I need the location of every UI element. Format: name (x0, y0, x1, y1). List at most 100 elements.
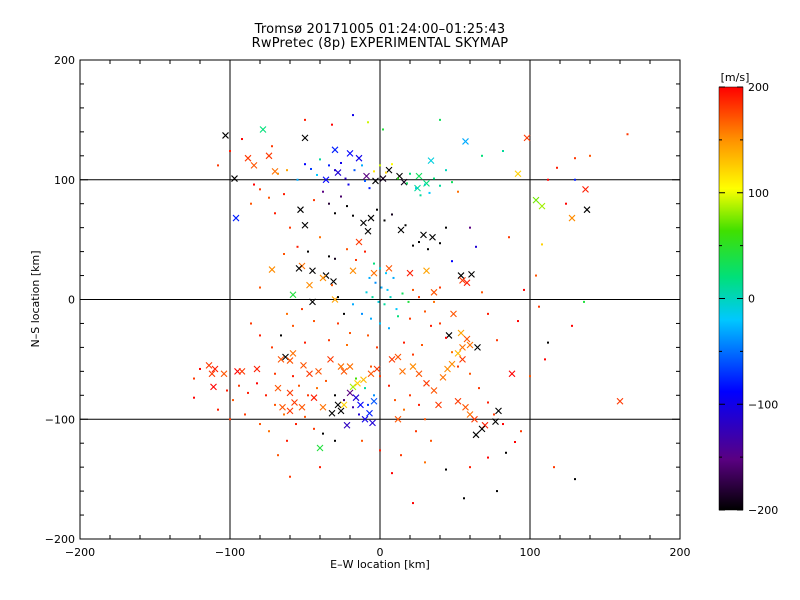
data-point-dot (307, 394, 309, 397)
data-point-dot (334, 169, 336, 172)
data-point-cross (244, 154, 252, 162)
data-point-dot (430, 324, 432, 327)
data-point-dot (367, 403, 369, 406)
data-point-dot (496, 339, 498, 342)
data-point-dot (407, 300, 410, 303)
data-point-cross (397, 226, 405, 234)
data-point-cross (363, 172, 370, 180)
data-point-cross (352, 394, 360, 402)
data-point-dot (469, 226, 471, 229)
data-point-dot (352, 114, 354, 117)
data-point-dot (334, 394, 336, 397)
data-point-dot (283, 193, 285, 196)
data-point-cross (367, 214, 375, 222)
data-point-dot (277, 172, 279, 175)
data-point-cross (211, 365, 219, 373)
data-point-dot (412, 288, 414, 291)
data-point-cross (357, 401, 364, 409)
data-point-dot (352, 303, 354, 306)
data-point-cross (232, 214, 240, 222)
data-point-dot (523, 288, 525, 291)
data-point-dot (389, 296, 392, 299)
data-point-cross (354, 379, 361, 387)
data-point-dot (565, 202, 567, 205)
data-point-dot (334, 439, 336, 442)
data-point-cross (448, 360, 456, 368)
data-point-dot (445, 468, 447, 471)
data-point-cross (474, 344, 481, 351)
data-point-dot (274, 403, 276, 406)
data-point-cross (463, 335, 471, 343)
data-point-dot (259, 334, 261, 337)
chart-subtitle: RwPretec (8p) EXPERIMENTAL SKYMAP (251, 36, 509, 51)
data-point-cross (306, 281, 313, 289)
data-point-cross (454, 349, 462, 357)
data-point-cross (360, 219, 367, 227)
data-point-dot (328, 202, 330, 205)
data-point-dot (280, 334, 282, 337)
data-point-cross (429, 233, 436, 241)
data-point-cross (471, 415, 478, 423)
data-point-cross (385, 264, 393, 272)
x-tick-label: −100 (215, 546, 245, 559)
data-point-dot (238, 384, 240, 387)
data-point-dot (412, 502, 414, 505)
data-point-dot (487, 456, 489, 459)
data-point-dot (328, 339, 330, 342)
data-point-dot (385, 272, 387, 275)
data-point-dot (520, 430, 522, 433)
data-point-dot (397, 315, 399, 318)
data-point-cross (414, 184, 421, 192)
data-point-dot (286, 439, 288, 442)
data-point-dot (259, 423, 261, 426)
data-point-cross (360, 376, 367, 384)
data-point-cross (282, 353, 289, 361)
data-point-dot (373, 170, 375, 173)
data-point-cross (301, 221, 309, 229)
data-point-dot (376, 208, 378, 211)
data-point-dot (250, 202, 252, 205)
data-point-cross (295, 264, 303, 272)
data-point-cross (306, 370, 313, 378)
y-tick-label: 100 (54, 174, 75, 187)
data-point-dot (418, 296, 420, 299)
y-tick-label: −200 (45, 533, 75, 546)
data-point-dot (304, 163, 306, 166)
data-point-cross (394, 353, 402, 361)
data-point-dot (373, 394, 375, 397)
data-point-dot (377, 300, 380, 303)
data-point-dot (424, 418, 426, 421)
data-point-dot (401, 292, 404, 295)
data-point-dot (547, 341, 549, 344)
data-point-dot (419, 194, 422, 197)
data-point-cross (331, 146, 339, 154)
data-point-cross (328, 409, 336, 417)
data-point-dot (505, 451, 507, 454)
data-point-cross (582, 185, 589, 193)
data-point-dot (373, 262, 375, 265)
data-point-dot (535, 274, 537, 277)
data-point-dot (370, 317, 372, 320)
data-point-dot (457, 365, 459, 368)
data-point-dot (541, 243, 543, 246)
data-point-dot (193, 396, 195, 399)
data-point-dot (361, 164, 363, 167)
data-point-dot (571, 324, 573, 327)
data-point-dot (502, 423, 504, 426)
x-tick-label: 100 (520, 546, 541, 559)
data-point-dot (286, 312, 288, 315)
data-point-cross (366, 409, 373, 417)
data-point-dot (343, 312, 345, 315)
data-point-dot (226, 389, 228, 392)
data-point-cross (367, 370, 375, 378)
data-point-dot (412, 244, 414, 247)
y-tick-label: 200 (54, 54, 75, 67)
colorbar-label: [m/s] (721, 71, 750, 84)
data-point-dot (439, 184, 441, 187)
data-point-dot (514, 441, 516, 444)
data-point-dot (265, 394, 267, 397)
data-point-dot (241, 138, 243, 141)
data-point-cross (337, 363, 345, 370)
data-point-cross (330, 278, 337, 285)
data-point-dot (406, 182, 408, 185)
